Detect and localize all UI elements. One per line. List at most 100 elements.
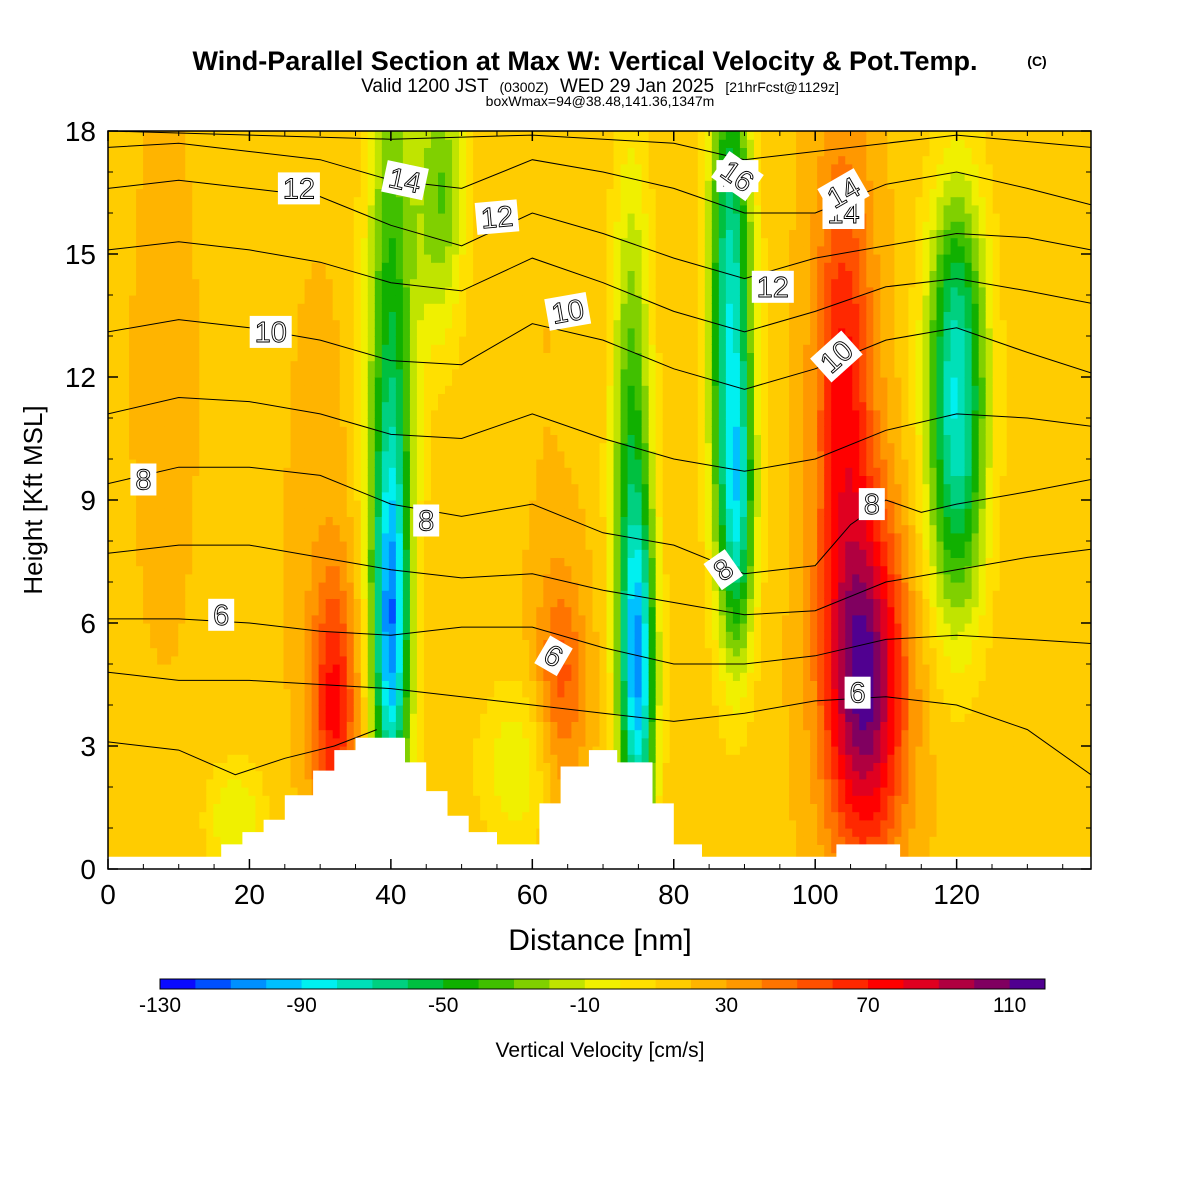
heatmap-cell <box>157 278 165 288</box>
heatmap-cell <box>332 245 341 255</box>
heatmap-cell <box>353 196 362 206</box>
heatmap-cell <box>423 278 432 288</box>
heatmap-cell <box>255 295 264 304</box>
heatmap-cell <box>115 262 123 271</box>
heatmap-cell <box>150 139 158 148</box>
heatmap-cell <box>220 237 228 247</box>
heatmap-cell <box>374 508 383 517</box>
heatmap-cell <box>150 377 158 386</box>
heatmap-cell <box>241 442 250 452</box>
heatmap-cell <box>473 336 481 345</box>
heatmap-cell <box>473 565 481 575</box>
heatmap-cell <box>136 409 144 419</box>
heatmap-cell <box>374 524 383 534</box>
heatmap-cell <box>262 295 271 304</box>
heatmap-cell <box>346 614 355 624</box>
heatmap-cell <box>220 270 228 280</box>
heatmap-cell <box>129 139 137 148</box>
heatmap-cell <box>227 778 235 788</box>
heatmap-cell <box>129 500 137 509</box>
heatmap-cell <box>423 352 432 362</box>
heatmap-cell <box>339 245 348 255</box>
heatmap-cell <box>157 344 165 353</box>
heatmap-cell <box>494 655 502 665</box>
heatmap-cell <box>269 196 278 206</box>
heatmap-cell <box>339 721 348 731</box>
heatmap-cell <box>353 237 362 247</box>
heatmap-cell <box>213 795 221 804</box>
heatmap-cell <box>122 500 130 509</box>
chart-title: Wind-Parallel Section at Max W: Vertical… <box>193 46 978 76</box>
heatmap-cell <box>178 672 186 681</box>
heatmap-cell <box>129 303 137 312</box>
heatmap-cell <box>213 631 221 640</box>
heatmap-cell <box>269 582 278 591</box>
heatmap-cell <box>423 721 432 731</box>
heatmap-cell <box>360 434 369 444</box>
heatmap-cell <box>262 352 271 362</box>
heatmap-cell <box>409 500 418 509</box>
heatmap-cell <box>129 450 137 460</box>
heatmap-cell <box>360 336 369 345</box>
heatmap-cell <box>409 623 418 632</box>
heatmap-cell <box>241 360 250 370</box>
heatmap-cell <box>353 696 362 706</box>
heatmap-cell <box>220 573 228 583</box>
heatmap-cell <box>227 311 235 321</box>
heatmap-cell <box>374 688 383 698</box>
heatmap-cell <box>108 327 116 337</box>
heatmap-cell <box>129 311 137 321</box>
heatmap-cell <box>353 188 362 198</box>
heatmap-cell <box>199 828 207 837</box>
heatmap-cell <box>115 278 123 288</box>
heatmap-cell <box>304 262 313 271</box>
heatmap-cell <box>423 295 432 304</box>
heatmap-cell <box>353 172 362 181</box>
heatmap-cell <box>136 459 144 468</box>
heatmap-cell <box>143 204 151 214</box>
heatmap-cell <box>150 754 158 763</box>
heatmap-cell <box>164 565 172 575</box>
heatmap-cell <box>199 295 207 304</box>
heatmap-cell <box>332 565 341 575</box>
heatmap-cell <box>395 598 404 608</box>
heatmap-cell <box>122 828 130 837</box>
heatmap-cell <box>269 254 278 263</box>
heatmap-cell <box>423 139 432 148</box>
heatmap-cell <box>122 278 130 288</box>
heatmap-cell <box>346 508 355 517</box>
heatmap-cell <box>150 303 158 312</box>
heatmap-cell <box>452 713 460 722</box>
heatmap-cell <box>108 196 116 206</box>
heatmap-cell <box>115 803 123 813</box>
heatmap-cell <box>353 655 362 665</box>
heatmap-cell <box>157 270 165 280</box>
heatmap-cell <box>234 286 243 296</box>
heatmap-cell <box>487 746 495 755</box>
heatmap-cell <box>129 172 137 181</box>
heatmap-cell <box>143 795 151 804</box>
heatmap-cell <box>430 131 439 140</box>
heatmap-cell <box>220 483 228 493</box>
heatmap-cell <box>423 204 432 214</box>
heatmap-cell <box>332 557 341 567</box>
heatmap-cell <box>255 426 264 435</box>
heatmap-cell <box>459 188 467 198</box>
heatmap-cell <box>297 655 306 665</box>
heatmap-cell <box>192 516 200 526</box>
heatmap-cell <box>466 565 474 575</box>
heatmap-cell <box>115 426 123 435</box>
heatmap-cell <box>185 532 193 542</box>
heatmap-cell <box>473 344 481 353</box>
heatmap-cell <box>311 245 320 255</box>
heatmap-cell <box>395 713 404 722</box>
heatmap-cell <box>199 705 207 714</box>
heatmap-cell <box>459 696 467 706</box>
heatmap-cell <box>108 787 116 796</box>
heatmap-cell <box>487 360 495 370</box>
heatmap-cell <box>409 131 418 140</box>
heatmap-cell <box>171 286 179 296</box>
heatmap-cell <box>318 188 327 198</box>
heatmap-cell <box>262 237 271 247</box>
heatmap-cell <box>409 409 418 419</box>
